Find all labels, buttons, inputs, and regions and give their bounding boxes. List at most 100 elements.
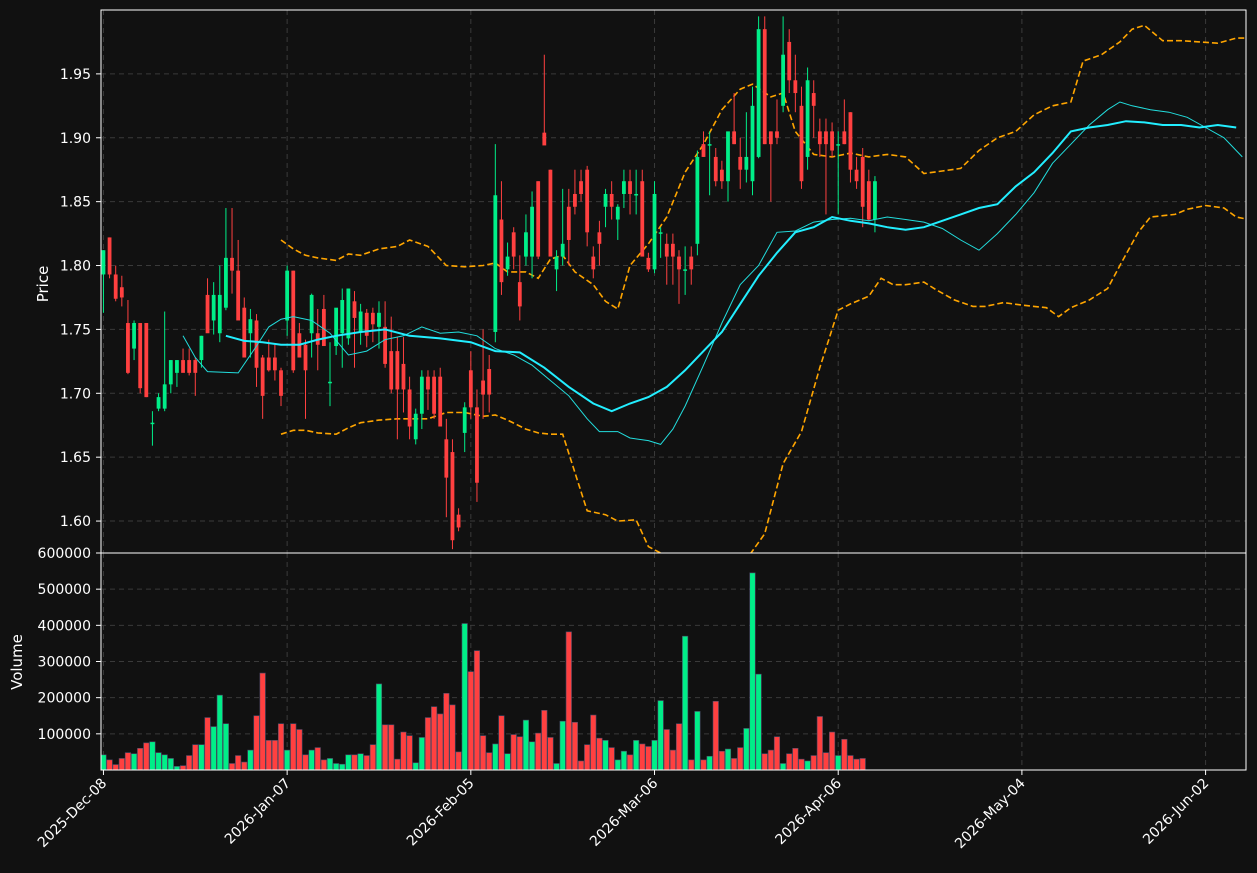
volume-bar <box>186 755 193 770</box>
volume-bar <box>792 747 799 770</box>
volume-tick-label: 300000 <box>38 655 91 671</box>
candle-body <box>830 131 834 151</box>
volume-bar <box>449 704 456 770</box>
candle-body <box>187 360 192 373</box>
candle-body <box>732 131 737 145</box>
volume-bar <box>247 749 254 770</box>
candle-body <box>787 41 792 81</box>
sma-long-line <box>225 120 1237 413</box>
volume-bar <box>179 765 187 770</box>
candle-body <box>309 294 314 334</box>
volume-bar <box>626 754 634 770</box>
candle-body <box>150 422 155 425</box>
volume-bar <box>541 710 548 770</box>
volume-bar <box>639 743 646 770</box>
volume-bar <box>418 737 425 770</box>
volume-bar <box>510 734 517 770</box>
volume-bar <box>504 753 511 770</box>
volume-bar <box>400 731 407 770</box>
volume-bar <box>106 759 113 770</box>
volume-bar <box>645 746 652 770</box>
volume-bar <box>308 749 315 770</box>
candle-body <box>615 206 620 220</box>
volume-bar <box>492 743 499 770</box>
volume-bar <box>155 752 162 770</box>
volume-bar <box>749 572 756 770</box>
volume-bar <box>216 694 223 770</box>
volume-bar <box>829 731 836 770</box>
candle-body <box>272 357 277 371</box>
candle-body <box>873 181 877 220</box>
candle-body <box>352 301 357 318</box>
candle-body <box>395 351 400 390</box>
volume-bar <box>101 754 107 770</box>
volume-bar <box>786 753 793 770</box>
volume-bar <box>522 719 529 770</box>
candle-body <box>456 514 461 528</box>
date-tick-label: 2026-Jun-02 <box>1140 776 1212 848</box>
volume-bar <box>547 737 554 770</box>
candle-body <box>866 181 871 220</box>
volume-bar <box>553 763 560 770</box>
candle-body <box>138 323 143 389</box>
candle-body <box>328 381 332 384</box>
volume-bar <box>382 724 389 770</box>
candle-body <box>481 380 485 395</box>
volume-bar <box>773 736 781 770</box>
candle-body <box>236 270 241 321</box>
volume-bar <box>559 720 566 770</box>
candle-body <box>370 312 375 325</box>
candle-body <box>438 376 443 427</box>
candle-body <box>468 370 473 408</box>
volume-axis-title: Volume <box>8 634 26 690</box>
volume-bar <box>467 671 474 770</box>
volume-bar <box>712 700 719 770</box>
candle-body <box>664 243 669 257</box>
candle-body <box>260 357 265 396</box>
candle-body <box>524 232 528 257</box>
candle-body <box>162 384 167 409</box>
volume-bar <box>461 623 468 770</box>
volume-tick-label: 600000 <box>38 546 91 562</box>
volume-bar <box>443 693 450 770</box>
candle-body <box>475 407 479 483</box>
candle-body <box>768 131 773 145</box>
candle-body <box>689 256 694 270</box>
candle-body <box>560 243 565 257</box>
volume-bar <box>706 755 713 770</box>
volume-bar <box>394 758 401 770</box>
volume-tick-label: 400000 <box>38 618 91 634</box>
volume-bar <box>847 755 854 770</box>
volume-bar <box>535 732 542 770</box>
candle-body <box>530 206 534 257</box>
volume-bar <box>333 763 340 770</box>
volume-bar <box>761 753 768 770</box>
candle-body <box>536 181 541 257</box>
volume-bar <box>798 758 805 770</box>
volume-bar <box>473 650 481 770</box>
candle-body <box>603 193 608 207</box>
volume-bar <box>455 751 462 770</box>
candle-body <box>517 282 522 307</box>
candle-body <box>554 256 559 270</box>
volume-bar <box>810 755 817 770</box>
candle-body <box>542 132 547 146</box>
candle-body <box>701 144 706 157</box>
candle-body <box>364 312 369 336</box>
volume-tick-label: 100000 <box>38 727 91 743</box>
volume-bar <box>651 740 658 770</box>
candle-body <box>585 169 590 233</box>
volume-bar <box>290 723 297 770</box>
candle-body <box>591 256 596 270</box>
candle-body <box>168 360 173 385</box>
candle-body <box>579 181 583 194</box>
volume-bar <box>351 754 358 770</box>
volume-bar <box>718 750 725 770</box>
volume-bar <box>841 738 848 770</box>
volume-bar <box>565 631 572 770</box>
candle-body <box>836 144 841 146</box>
candle-body <box>726 131 730 182</box>
candle-body <box>775 131 779 138</box>
volume-bars <box>101 572 866 770</box>
